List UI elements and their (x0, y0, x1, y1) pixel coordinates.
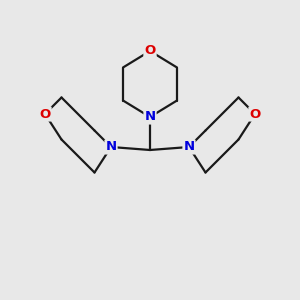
Text: O: O (144, 44, 156, 58)
Text: N: N (105, 140, 117, 154)
Text: N: N (144, 110, 156, 124)
Text: O: O (39, 107, 51, 121)
Text: O: O (249, 107, 261, 121)
Text: N: N (183, 140, 195, 154)
